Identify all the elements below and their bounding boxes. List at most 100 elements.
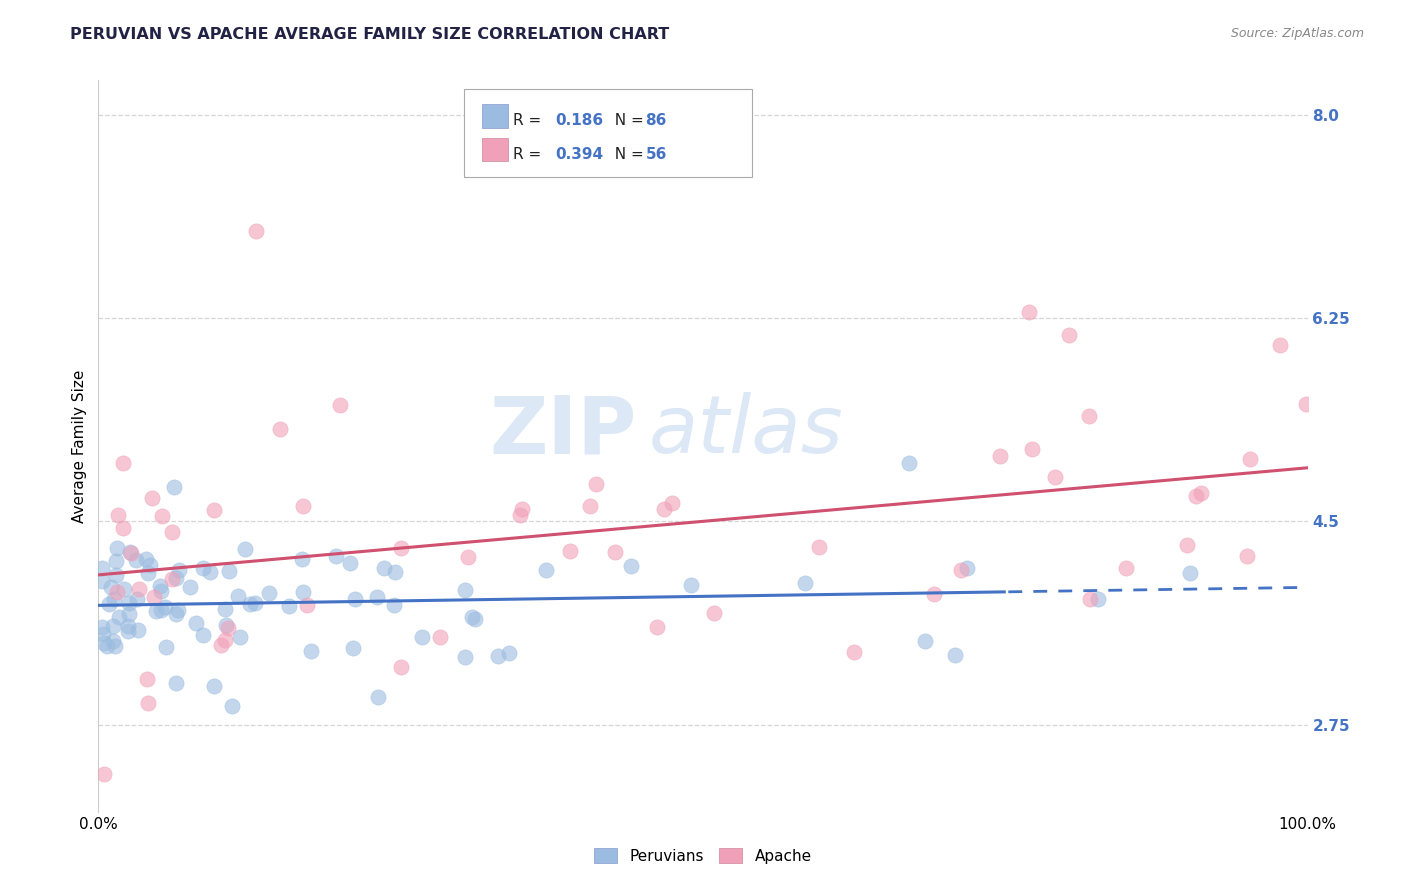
- Point: [150, 603, 173, 617]
- Point: [226, 590, 249, 604]
- Point: [534, 563, 557, 577]
- Point: [457, 550, 479, 565]
- Point: [163, 480, 186, 494]
- Point: [585, 476, 607, 491]
- Point: [269, 421, 291, 435]
- Point: [100, 580, 122, 594]
- Point: [127, 623, 149, 637]
- Point: [389, 541, 412, 555]
- Point: [167, 563, 190, 577]
- Point: [239, 597, 262, 611]
- Point: [128, 582, 150, 597]
- Point: [1045, 470, 1067, 484]
- Point: [93, 636, 115, 650]
- Point: [118, 545, 141, 559]
- Point: [103, 591, 125, 606]
- Point: [136, 566, 159, 580]
- Point: [191, 561, 214, 575]
- Point: [96, 639, 118, 653]
- Point: [1087, 591, 1109, 606]
- Point: [603, 544, 626, 558]
- Point: [342, 641, 364, 656]
- Point: [373, 560, 395, 574]
- Point: [93, 626, 115, 640]
- Point: [464, 612, 486, 626]
- Point: [344, 592, 367, 607]
- Point: [1236, 549, 1258, 564]
- Point: [1175, 538, 1198, 552]
- Point: [217, 621, 239, 635]
- Point: [143, 591, 166, 605]
- Point: [339, 556, 361, 570]
- Point: [454, 582, 477, 597]
- Point: [243, 596, 266, 610]
- Text: 0.394: 0.394: [555, 147, 603, 162]
- Point: [1189, 486, 1212, 500]
- Point: [125, 553, 148, 567]
- Point: [91, 620, 114, 634]
- Point: [291, 585, 314, 599]
- Point: [943, 648, 966, 662]
- Point: [202, 502, 225, 516]
- Point: [1295, 397, 1317, 411]
- Point: [101, 633, 124, 648]
- Point: [661, 496, 683, 510]
- Point: [218, 564, 240, 578]
- Point: [558, 544, 581, 558]
- Point: [914, 633, 936, 648]
- Point: [214, 632, 236, 647]
- Point: [1078, 592, 1101, 607]
- Text: 0.186: 0.186: [555, 113, 603, 128]
- Text: 86: 86: [645, 113, 666, 128]
- Point: [165, 571, 187, 585]
- Point: [1270, 338, 1292, 352]
- Point: [155, 599, 177, 614]
- Point: [949, 563, 972, 577]
- Point: [509, 508, 531, 522]
- Point: [107, 508, 129, 522]
- Point: [118, 596, 141, 610]
- Point: [184, 615, 207, 630]
- Point: [382, 599, 405, 613]
- Point: [1178, 566, 1201, 580]
- Point: [160, 524, 183, 539]
- Point: [498, 646, 520, 660]
- Point: [679, 578, 702, 592]
- Point: [141, 491, 163, 505]
- Point: [245, 224, 267, 238]
- Point: [844, 645, 866, 659]
- Text: 56: 56: [645, 147, 666, 162]
- Point: [101, 618, 124, 632]
- Point: [105, 541, 128, 556]
- Point: [112, 521, 135, 535]
- Point: [1184, 489, 1206, 503]
- Point: [793, 576, 815, 591]
- Point: [155, 640, 177, 654]
- Point: [98, 597, 121, 611]
- Point: [105, 584, 128, 599]
- Legend: Peruvians, Apache: Peruvians, Apache: [588, 842, 818, 870]
- Point: [135, 672, 157, 686]
- Point: [166, 603, 188, 617]
- Point: [117, 619, 139, 633]
- Point: [291, 552, 314, 566]
- Point: [1078, 409, 1101, 423]
- Point: [165, 607, 187, 622]
- Point: [221, 699, 243, 714]
- Text: N =: N =: [605, 147, 648, 162]
- Point: [91, 561, 114, 575]
- Point: [91, 574, 114, 588]
- Point: [703, 606, 725, 620]
- Point: [461, 610, 484, 624]
- Point: [117, 624, 139, 638]
- Point: [510, 502, 533, 516]
- Point: [278, 599, 301, 614]
- Point: [1021, 442, 1043, 456]
- Text: R =: R =: [513, 113, 547, 128]
- Point: [956, 561, 979, 575]
- Point: [93, 767, 115, 781]
- Point: [389, 660, 412, 674]
- Text: N =: N =: [605, 113, 648, 128]
- Point: [486, 649, 509, 664]
- Point: [807, 541, 830, 555]
